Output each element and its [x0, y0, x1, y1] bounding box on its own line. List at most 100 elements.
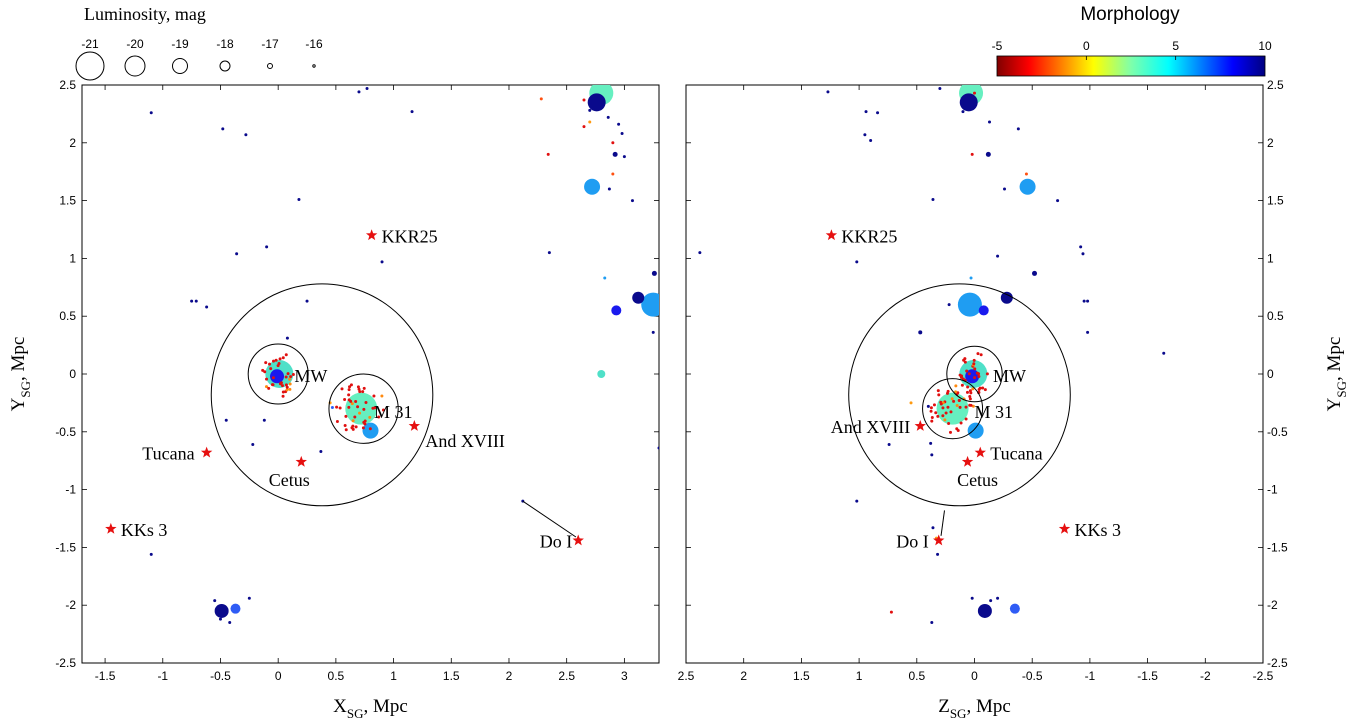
satellite-point: [264, 385, 268, 389]
y-tick-label: 1: [1267, 251, 1274, 265]
y-tick-label: 2: [1267, 136, 1274, 150]
star-label: Do I: [896, 531, 929, 551]
satellite-point: [972, 362, 976, 366]
galaxy-point: [630, 199, 634, 203]
galaxy-point: [539, 97, 543, 101]
satellite-point: [338, 406, 342, 410]
galaxy-point: [657, 446, 659, 450]
satellite-point: [965, 390, 969, 394]
zero-velocity-circle: [946, 345, 1003, 403]
satellite-point: [281, 356, 285, 360]
satellite-point: [979, 353, 983, 357]
star-label: Cetus: [957, 470, 998, 490]
y-tick-label: -2: [65, 598, 76, 612]
galaxy-point: [611, 141, 615, 145]
galaxy-point: [973, 91, 976, 95]
satellite-point: [941, 414, 945, 418]
satellite-point: [952, 399, 956, 403]
galaxy-point: [582, 125, 586, 129]
satellite-point: [288, 382, 292, 386]
galaxy-point: [970, 152, 974, 156]
satellite-point: [280, 384, 284, 388]
galaxy-point: [218, 617, 222, 621]
galaxy-point: [224, 418, 228, 422]
satellite-point: [930, 419, 934, 423]
galaxy-point: [1079, 245, 1083, 249]
satellite-point: [361, 390, 365, 394]
galaxy-point: [1086, 299, 1090, 303]
x-axis-label: ZSG, Mpc: [938, 696, 1011, 721]
luminosity-legend-circle: [219, 60, 231, 72]
galaxy-point: [244, 133, 248, 137]
colorbar-tick-label: 5: [1172, 39, 1179, 53]
galaxy-point: [698, 251, 702, 255]
satellite-point: [969, 403, 973, 407]
galaxy-point: [926, 404, 930, 408]
x-tick-label: 0.5: [908, 669, 925, 683]
satellite-point: [284, 375, 288, 379]
satellite-point: [954, 384, 958, 388]
star-marker: [974, 446, 986, 458]
panel-zy: 2.5 2 1.5 1 0.5 0 -0.5 -1 -1.5 -2 -2.5 2.5 2 1.5 1 0.5 0…: [678, 78, 1349, 721]
satellite-point: [968, 389, 972, 393]
galaxy-point: [869, 138, 873, 142]
star-marker: [365, 229, 378, 241]
galaxy-point: [194, 299, 198, 303]
luminosity-legend-title: Luminosity, mag: [84, 4, 206, 24]
satellite-point: [969, 391, 973, 395]
x-tick-label: -0.5: [210, 669, 231, 683]
galaxy-point: [996, 254, 1000, 258]
galaxy-point: [588, 108, 592, 112]
galaxy-point: [970, 596, 974, 600]
satellite-point: [945, 391, 949, 395]
satellite-point: [343, 423, 347, 427]
galaxy-point: [855, 260, 859, 264]
luminosity-legend-circle: [75, 51, 105, 81]
satellite-point: [975, 371, 979, 375]
galaxy-point: [969, 276, 973, 280]
galaxy-point: [855, 499, 859, 503]
galaxy-point: [938, 86, 942, 90]
galaxy-point: [265, 245, 269, 249]
star-label: KKs 3: [1075, 520, 1122, 540]
galaxy-point: [1162, 351, 1166, 355]
satellite-point: [946, 405, 950, 409]
satellite-point: [349, 399, 353, 403]
galaxy-point: [931, 197, 935, 201]
satellite-point: [944, 411, 948, 415]
luminosity-legend-label: -20: [126, 37, 144, 51]
x-tick-label: -1.5: [1137, 669, 1158, 683]
satellite-point: [957, 398, 961, 402]
satellite-point: [371, 406, 375, 410]
satellite-point: [972, 358, 976, 362]
satellite-point: [936, 389, 940, 393]
galaxy-point: [1000, 291, 1013, 304]
galaxy-point: [251, 443, 255, 447]
satellite-point: [968, 395, 972, 399]
galaxy-point: [221, 127, 225, 131]
x-tick-label: 2.5: [678, 669, 695, 683]
satellite-point: [364, 400, 368, 404]
y-axis-label: YSG, Mpc: [8, 337, 33, 412]
satellite-point: [335, 420, 339, 424]
satellite-point: [937, 393, 941, 397]
galaxy-point: [235, 252, 239, 256]
y-tick-label: -1.5: [55, 540, 76, 554]
satellite-point: [950, 397, 954, 401]
galaxy-point: [988, 120, 992, 124]
satellite-point: [271, 376, 275, 380]
galaxy-point: [651, 330, 655, 334]
star-marker: [572, 534, 584, 546]
star-marker: [105, 522, 117, 534]
satellite-point: [932, 403, 936, 407]
galaxy-point: [1003, 187, 1007, 191]
galaxy-point: [959, 93, 978, 112]
galaxy-point: [1009, 603, 1020, 614]
satellite-point: [363, 419, 367, 423]
galaxy-label: MW: [294, 366, 327, 386]
satellite-point: [276, 364, 280, 368]
galaxy-point: [607, 187, 611, 191]
galaxy-point: [330, 406, 334, 410]
satellite-point: [278, 357, 282, 361]
galaxy-point: [588, 120, 592, 124]
